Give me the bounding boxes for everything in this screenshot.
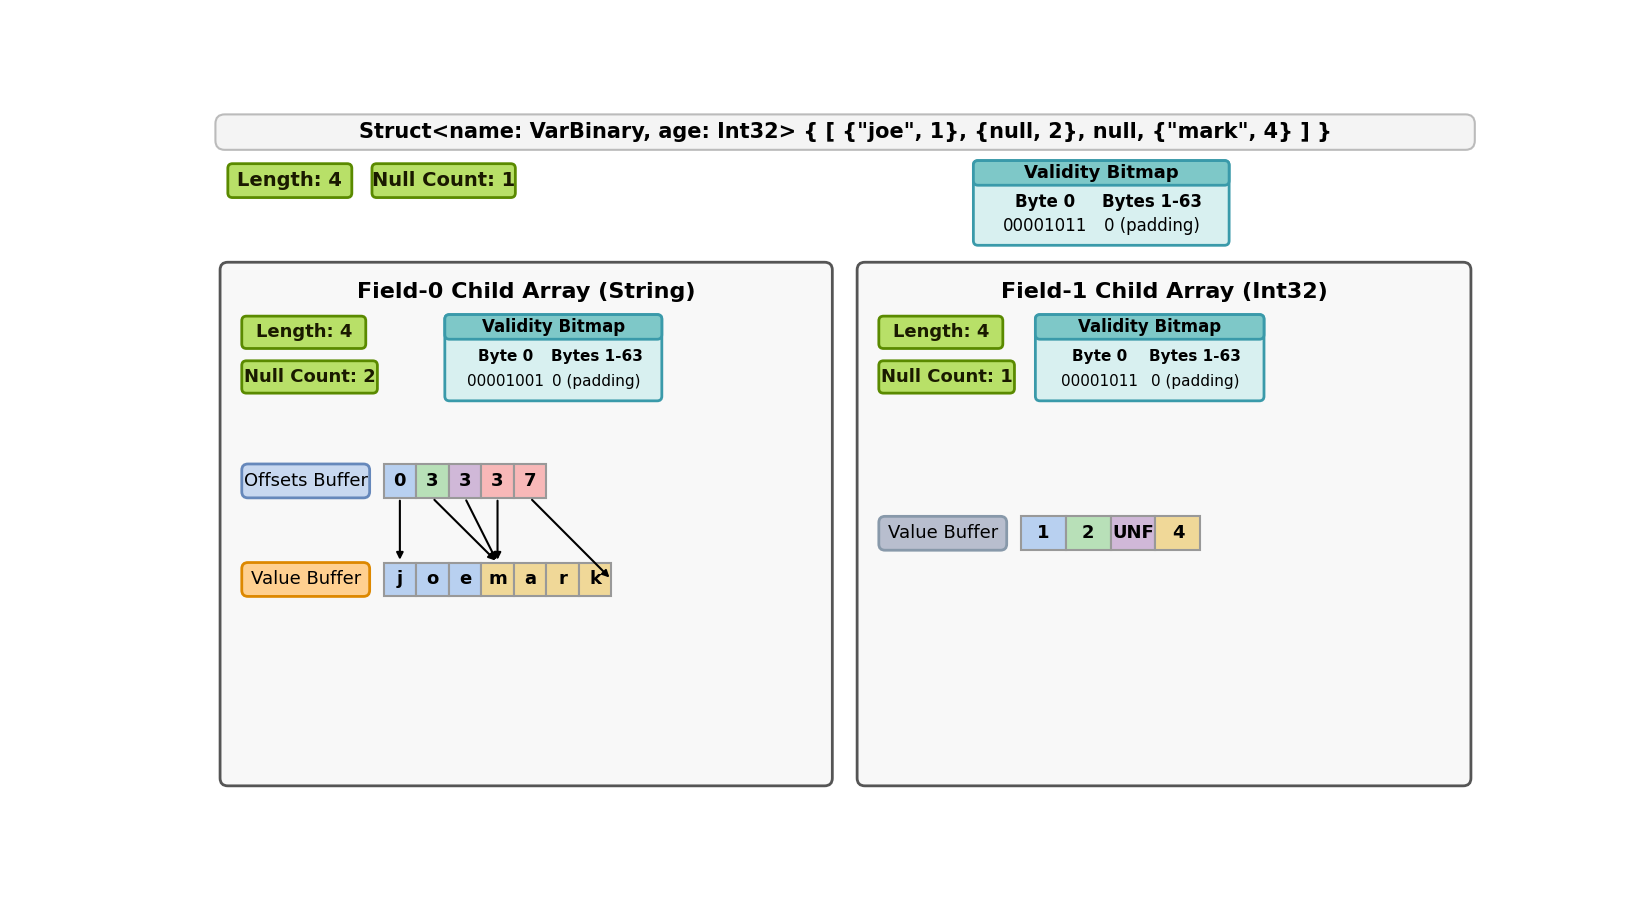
- Text: a: a: [524, 570, 536, 588]
- Text: 3: 3: [425, 472, 438, 490]
- Text: k: k: [588, 570, 602, 588]
- Text: Field-1 Child Array (Int32): Field-1 Child Array (Int32): [1000, 281, 1327, 301]
- Text: Struct<name: VarBinary, age: Int32> { [ {"joe", 1}, {null, 2}, null, {"mark", 4}: Struct<name: VarBinary, age: Int32> { [ …: [359, 122, 1330, 143]
- Text: 0 (padding): 0 (padding): [1150, 373, 1239, 389]
- Bar: [514, 464, 545, 498]
- Bar: [481, 464, 514, 498]
- FancyBboxPatch shape: [878, 516, 1005, 550]
- FancyBboxPatch shape: [445, 315, 661, 400]
- FancyBboxPatch shape: [878, 316, 1002, 348]
- FancyBboxPatch shape: [242, 563, 369, 596]
- Text: Null Count: 2: Null Count: 2: [244, 368, 376, 386]
- Text: r: r: [559, 570, 567, 588]
- FancyBboxPatch shape: [878, 361, 1014, 393]
- Text: Offsets Buffer: Offsets Buffer: [244, 472, 368, 490]
- Text: Length: 4: Length: 4: [255, 323, 351, 341]
- Text: Byte 0: Byte 0: [1071, 349, 1126, 364]
- Text: Validity Bitmap: Validity Bitmap: [481, 318, 625, 336]
- Text: Bytes 1-63: Bytes 1-63: [1149, 349, 1241, 364]
- Text: 0: 0: [394, 472, 405, 490]
- FancyBboxPatch shape: [1035, 315, 1264, 339]
- Text: 4: 4: [1172, 524, 1183, 542]
- Text: Value Buffer: Value Buffer: [250, 570, 361, 588]
- Text: Value Buffer: Value Buffer: [887, 524, 997, 542]
- Text: e: e: [458, 570, 471, 588]
- Text: 3: 3: [491, 472, 504, 490]
- Text: Length: 4: Length: 4: [892, 323, 989, 341]
- FancyBboxPatch shape: [372, 163, 516, 198]
- Text: Validity Bitmap: Validity Bitmap: [1023, 164, 1178, 182]
- Text: 00001011: 00001011: [1002, 217, 1086, 235]
- Text: Null Count: 1: Null Count: 1: [880, 368, 1012, 386]
- Text: Validity Bitmap: Validity Bitmap: [1078, 318, 1221, 336]
- FancyBboxPatch shape: [216, 115, 1473, 150]
- Text: 00001011: 00001011: [1060, 373, 1137, 389]
- Text: m: m: [488, 570, 506, 588]
- Text: Byte 0: Byte 0: [478, 349, 532, 364]
- Text: Bytes 1-63: Bytes 1-63: [550, 349, 643, 364]
- FancyBboxPatch shape: [242, 464, 369, 498]
- Text: Field-0 Child Array (String): Field-0 Child Array (String): [356, 281, 695, 301]
- Text: 00001001: 00001001: [466, 373, 544, 389]
- Bar: [1065, 516, 1109, 550]
- FancyBboxPatch shape: [242, 361, 377, 393]
- FancyBboxPatch shape: [972, 161, 1228, 185]
- Text: 1: 1: [1037, 524, 1048, 542]
- FancyBboxPatch shape: [227, 163, 351, 198]
- Bar: [448, 563, 481, 596]
- Text: Length: 4: Length: 4: [237, 171, 343, 190]
- Bar: [1020, 516, 1065, 550]
- FancyBboxPatch shape: [857, 262, 1470, 786]
- Text: Bytes 1-63: Bytes 1-63: [1103, 193, 1201, 211]
- Text: o: o: [427, 570, 438, 588]
- Bar: [545, 563, 578, 596]
- Text: 0 (padding): 0 (padding): [552, 373, 641, 389]
- Bar: [481, 563, 514, 596]
- FancyBboxPatch shape: [242, 316, 366, 348]
- FancyBboxPatch shape: [445, 315, 661, 339]
- Bar: [384, 464, 415, 498]
- Text: Byte 0: Byte 0: [1014, 193, 1074, 211]
- Bar: [448, 464, 481, 498]
- Bar: [514, 563, 545, 596]
- Text: 2: 2: [1081, 524, 1094, 542]
- Bar: [578, 563, 611, 596]
- Text: 0 (padding): 0 (padding): [1104, 217, 1200, 235]
- FancyBboxPatch shape: [972, 161, 1228, 245]
- FancyBboxPatch shape: [1035, 315, 1264, 400]
- Bar: [1109, 516, 1155, 550]
- Text: 7: 7: [524, 472, 536, 490]
- Text: 3: 3: [458, 472, 471, 490]
- Text: UNF: UNF: [1111, 524, 1154, 542]
- Bar: [415, 464, 448, 498]
- Bar: [384, 563, 415, 596]
- Text: Null Count: 1: Null Count: 1: [372, 171, 514, 190]
- FancyBboxPatch shape: [219, 262, 832, 786]
- Text: j: j: [397, 570, 402, 588]
- Bar: [415, 563, 448, 596]
- Bar: [1155, 516, 1200, 550]
